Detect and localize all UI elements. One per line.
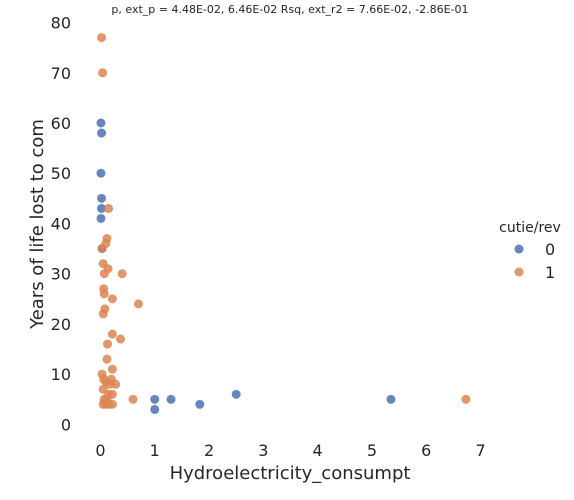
data-point-series-0: [150, 394, 160, 404]
y-axis-ticks: 0 10 20 30 40 50 60 70 80: [51, 14, 71, 435]
data-point-series-0: [386, 394, 396, 404]
data-point-series-1: [116, 334, 126, 344]
y-tick-label: 30: [51, 265, 71, 284]
data-point-series-0: [97, 203, 107, 213]
x-tick-label: 6: [421, 441, 431, 460]
data-point-series-1: [102, 339, 112, 349]
y-tick-label: 50: [51, 164, 71, 183]
data-point-series-1: [107, 329, 117, 339]
data-point-series-1: [98, 309, 108, 319]
data-point-series-1: [99, 289, 109, 299]
data-point-series-0: [166, 394, 176, 404]
y-tick-label: 70: [51, 64, 71, 83]
x-tick-label: 4: [313, 441, 323, 460]
data-point-series-0: [150, 404, 160, 414]
data-point-series-1: [105, 379, 115, 389]
legend-label: 0: [545, 240, 555, 259]
data-point-series-1: [117, 269, 127, 279]
data-point-series-0: [96, 118, 106, 128]
data-point-series-0: [97, 193, 107, 203]
data-point-series-0: [96, 168, 106, 178]
data-point-series-1: [107, 294, 117, 304]
legend-title: cutie/rev: [499, 220, 561, 236]
x-axis-ticks: 0 1 2 3 4 5 6 7: [95, 441, 485, 460]
data-point-series-1: [104, 203, 114, 213]
y-tick-label: 20: [51, 315, 71, 334]
x-tick-label: 0: [95, 441, 105, 460]
chart-title: p, ext_p = 4.48E-02, 6.46E-02 Rsq, ext_r…: [111, 3, 468, 16]
x-tick-label: 7: [475, 441, 485, 460]
data-point-series-1: [102, 354, 112, 364]
y-tick-label: 80: [51, 14, 71, 33]
y-tick-label: 10: [51, 365, 71, 384]
data-point-series-1: [461, 394, 471, 404]
data-point-series-1: [97, 33, 107, 43]
legend: cutie/rev 0 1: [499, 220, 561, 282]
data-points: [96, 33, 471, 414]
y-tick-label: 0: [61, 415, 71, 434]
data-point-series-0: [231, 389, 241, 399]
data-point-series-1: [133, 299, 143, 309]
data-point-series-1: [128, 394, 138, 404]
x-axis-label: Hydroelectricity_consumpt: [170, 463, 411, 484]
legend-marker: [514, 267, 524, 277]
x-tick-label: 3: [258, 441, 268, 460]
y-tick-label: 60: [51, 114, 71, 133]
x-tick-label: 2: [204, 441, 214, 460]
data-point-series-1: [107, 364, 117, 374]
data-point-series-0: [195, 399, 205, 409]
y-tick-label: 40: [51, 214, 71, 233]
data-point-series-1: [99, 269, 109, 279]
data-point-series-1: [107, 399, 117, 409]
x-tick-label: 1: [150, 441, 160, 460]
legend-label: 1: [545, 263, 555, 282]
y-axis-label: Years of life lost to com: [27, 119, 48, 330]
x-tick-label: 5: [367, 441, 377, 460]
data-point-series-0: [96, 213, 106, 223]
data-point-series-1: [98, 68, 108, 78]
data-point-series-1: [97, 244, 107, 254]
legend-marker: [514, 244, 524, 254]
data-point-series-0: [97, 128, 107, 138]
